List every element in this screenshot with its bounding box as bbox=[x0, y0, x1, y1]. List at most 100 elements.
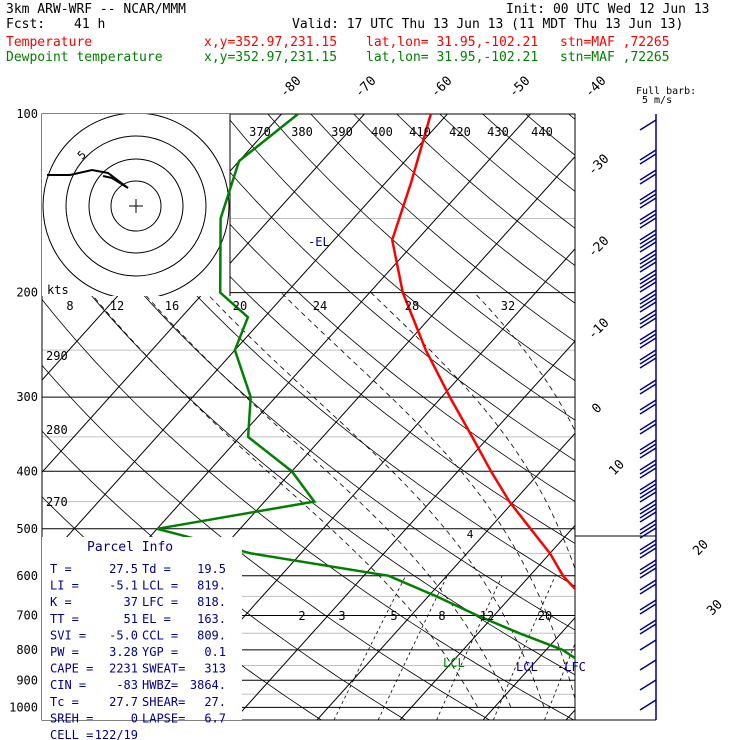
parcel-key: YGP = bbox=[142, 645, 178, 659]
parcel-value: -5.0 bbox=[109, 628, 138, 642]
temperature-legend: Temperature bbox=[6, 35, 93, 50]
mixing-ratio-line bbox=[377, 575, 448, 720]
theta-label: 420 bbox=[449, 125, 471, 139]
wind-barb bbox=[639, 503, 657, 515]
moist-adiabat bbox=[474, 292, 575, 432]
wind-barb bbox=[639, 337, 657, 349]
wind-barb bbox=[639, 623, 657, 635]
temperature-xy: x,y=352.97,231.15 bbox=[204, 35, 338, 50]
isotherm bbox=[316, 432, 575, 720]
parcel-value: 6.7 bbox=[204, 711, 226, 725]
wind-barb bbox=[639, 379, 657, 391]
dewpoint-xy: x,y=352.97,231.15 bbox=[204, 50, 338, 65]
mixing-ratio-label: 5 bbox=[390, 609, 397, 623]
parcel-key: Td = bbox=[142, 562, 171, 576]
wind-barb bbox=[639, 511, 657, 523]
wind-barb bbox=[639, 459, 657, 471]
wind-barb bbox=[639, 567, 657, 579]
wind-barb bbox=[639, 603, 657, 615]
pressure-tick-label: 400 bbox=[16, 464, 38, 478]
wind-barb bbox=[639, 539, 657, 551]
wind-barb bbox=[639, 563, 657, 575]
wind-barb bbox=[639, 213, 657, 225]
moist-adiabat-label: 20 bbox=[233, 299, 247, 313]
wind-barb bbox=[639, 209, 657, 221]
parcel-key: Tc = bbox=[50, 695, 79, 709]
wind-barb bbox=[639, 237, 657, 249]
temperature-stn: stn=MAF ,72265 bbox=[560, 35, 670, 50]
dry-adiabat bbox=[568, 114, 575, 120]
wind-barb bbox=[639, 309, 657, 321]
isotherm-label: 0 bbox=[589, 401, 605, 417]
wind-barb bbox=[639, 467, 657, 479]
theta-label: 390 bbox=[331, 125, 353, 139]
isotherm-label: -10 bbox=[585, 316, 612, 343]
isotherm bbox=[0, 114, 32, 720]
wind-barb bbox=[639, 289, 657, 301]
isotherm bbox=[42, 114, 448, 566]
wind-barb bbox=[639, 119, 657, 131]
parcel-value: 2231 bbox=[109, 662, 138, 676]
wind-barb bbox=[639, 269, 657, 281]
dry-adiabat bbox=[655, 114, 740, 720]
wind-barb bbox=[639, 169, 657, 181]
parcel-title: Parcel Info bbox=[87, 540, 173, 555]
parcel-key: EL = bbox=[142, 612, 171, 626]
wind-barb bbox=[639, 317, 657, 329]
theta-label: 430 bbox=[487, 125, 509, 139]
isotherm-label: -70 bbox=[352, 74, 379, 101]
mixing-ratio-label: 12 bbox=[480, 609, 494, 623]
wind-barbs: Full barb:5 m/s bbox=[575, 86, 696, 721]
wind-barb bbox=[639, 583, 657, 595]
wind-barb bbox=[639, 463, 657, 475]
hodograph-units: kts bbox=[47, 283, 69, 297]
dry-adiabat bbox=[525, 114, 575, 156]
dry-adiabat bbox=[353, 114, 575, 304]
mixing-ratio-line bbox=[333, 575, 407, 720]
parcel-key: LAPSE= bbox=[142, 711, 185, 725]
pressure-tick-label: 900 bbox=[16, 673, 38, 687]
wind-barb bbox=[639, 357, 657, 369]
wind-barb bbox=[639, 233, 657, 245]
dry-adiabat bbox=[52, 114, 575, 587]
barb-title: Full barb: bbox=[636, 86, 696, 97]
mixing-ratio-label: 8 bbox=[438, 609, 445, 623]
dewpoint-stn: stn=MAF ,72265 bbox=[560, 50, 670, 65]
hodograph-ring bbox=[110, 180, 162, 232]
isotherm-label: -50 bbox=[506, 74, 533, 101]
wind-barb bbox=[639, 329, 657, 341]
parcel-value: 3864. bbox=[190, 678, 226, 692]
parcel-value: -83 bbox=[116, 678, 138, 692]
parcel-key: SHEAR= bbox=[142, 695, 185, 709]
wind-barb bbox=[639, 443, 657, 455]
dewpoint-latlon: lat,lon= 31.95,-102.21 bbox=[366, 50, 539, 65]
moist-adiabat-label: 12 bbox=[110, 299, 124, 313]
moist-adiabat bbox=[370, 292, 575, 570]
wind-barb bbox=[639, 273, 657, 285]
wind-barb bbox=[639, 241, 657, 253]
dry-adiabat bbox=[42, 164, 575, 631]
dry-adiabat bbox=[439, 114, 575, 229]
wind-barb bbox=[639, 479, 657, 491]
parcel-value: 19.5 bbox=[197, 562, 226, 576]
mixing-ratio-label: 2 bbox=[298, 609, 305, 623]
parcel-value: 37 bbox=[124, 595, 138, 609]
wind-barb bbox=[639, 507, 657, 519]
moist-adiabat-label: 8 bbox=[66, 299, 73, 313]
wind-barb bbox=[639, 523, 657, 535]
wind-barb bbox=[639, 333, 657, 345]
dry-adiabat bbox=[138, 114, 575, 502]
left-theta-label: 280 bbox=[46, 423, 68, 437]
dry-adiabat bbox=[42, 364, 490, 720]
isotherm-label: -30 bbox=[585, 152, 612, 179]
wind-barb bbox=[639, 519, 657, 531]
wind-barb bbox=[639, 249, 657, 261]
mixing-ratio-label-4: 4 bbox=[467, 528, 474, 541]
wind-barb bbox=[639, 483, 657, 495]
wind-barb bbox=[639, 229, 657, 241]
pressure-tick-label: 600 bbox=[16, 569, 38, 583]
wind-barb bbox=[639, 423, 657, 435]
parcel-key: SWEAT= bbox=[142, 662, 185, 676]
